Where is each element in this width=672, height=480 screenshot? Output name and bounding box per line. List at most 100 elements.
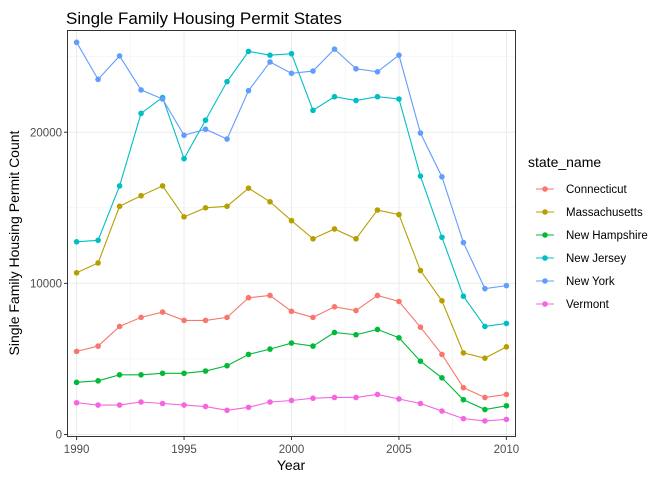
data-point-new-york bbox=[374, 69, 381, 75]
data-point-new-york bbox=[138, 87, 144, 93]
data-point-new-york bbox=[267, 59, 273, 65]
y-tick-label: 10000 bbox=[30, 278, 62, 290]
data-point-new-york bbox=[181, 132, 187, 139]
x-tick-label: 1990 bbox=[64, 444, 90, 456]
data-point-vermont bbox=[353, 394, 359, 401]
data-point-new-jersey bbox=[482, 323, 488, 330]
data-point-new-jersey bbox=[224, 78, 230, 85]
data-point-connecticut bbox=[159, 309, 166, 315]
data-point-new-jersey bbox=[331, 93, 338, 100]
data-point-massachusetts bbox=[288, 217, 295, 224]
legend-item-new-hampshire: New Hampshire bbox=[536, 230, 648, 242]
data-point-new-york bbox=[245, 87, 252, 94]
data-point-massachusetts bbox=[439, 297, 445, 304]
data-point-vermont bbox=[95, 402, 101, 408]
data-point-massachusetts bbox=[482, 355, 488, 361]
data-point-massachusetts bbox=[460, 350, 467, 356]
data-point-new-jersey bbox=[374, 93, 381, 100]
data-point-vermont bbox=[159, 400, 166, 407]
chart-title: Single Family Housing Permit States bbox=[66, 9, 342, 28]
data-point-connecticut bbox=[267, 292, 273, 299]
legend-item-new-jersey: New Jersey bbox=[536, 253, 626, 265]
legend-key-point bbox=[542, 186, 548, 192]
data-point-vermont bbox=[460, 415, 467, 422]
data-point-new-hampshire bbox=[310, 343, 316, 349]
data-point-new-york bbox=[159, 96, 166, 102]
data-point-connecticut bbox=[482, 394, 488, 401]
x-tick-label: 2005 bbox=[386, 444, 412, 456]
data-point-vermont bbox=[417, 400, 424, 407]
data-point-connecticut bbox=[331, 303, 338, 310]
data-point-new-jersey bbox=[267, 52, 273, 58]
data-point-connecticut bbox=[245, 294, 252, 301]
data-point-massachusetts bbox=[181, 214, 187, 220]
legend-item-connecticut: Connecticut bbox=[536, 184, 628, 196]
data-point-new-jersey bbox=[138, 110, 144, 117]
data-point-vermont bbox=[310, 395, 316, 402]
data-point-vermont bbox=[73, 399, 80, 406]
data-point-vermont bbox=[396, 396, 402, 402]
y-tick-label: 20000 bbox=[30, 127, 62, 139]
data-point-new-jersey bbox=[181, 155, 187, 162]
legend-key-point bbox=[542, 278, 548, 284]
data-point-vermont bbox=[482, 418, 488, 424]
data-point-connecticut bbox=[116, 323, 123, 330]
data-point-new-hampshire bbox=[95, 378, 101, 384]
data-point-connecticut bbox=[138, 314, 144, 321]
data-point-connecticut bbox=[224, 314, 230, 321]
legend-label: Connecticut bbox=[566, 184, 628, 196]
data-point-new-york bbox=[482, 285, 488, 292]
data-point-vermont bbox=[224, 407, 230, 414]
data-point-new-hampshire bbox=[116, 371, 123, 378]
data-point-massachusetts bbox=[159, 183, 166, 189]
data-point-new-hampshire bbox=[331, 329, 338, 336]
data-point-new-hampshire bbox=[159, 370, 166, 377]
legend-key-point bbox=[542, 232, 548, 238]
data-point-vermont bbox=[503, 416, 510, 423]
data-point-massachusetts bbox=[116, 203, 123, 210]
data-point-new-york bbox=[288, 70, 295, 77]
legend-label: New York bbox=[566, 276, 615, 288]
data-point-massachusetts bbox=[138, 192, 144, 199]
legend-item-vermont: Vermont bbox=[536, 299, 610, 311]
data-point-vermont bbox=[181, 402, 187, 408]
data-point-new-jersey bbox=[116, 183, 123, 189]
data-point-new-york bbox=[310, 68, 316, 74]
legend-label: Massachusetts bbox=[566, 207, 643, 219]
data-point-new-jersey bbox=[245, 48, 252, 55]
data-point-connecticut bbox=[439, 351, 445, 358]
data-point-new-jersey bbox=[439, 234, 445, 241]
data-point-connecticut bbox=[460, 384, 467, 391]
data-point-new-hampshire bbox=[417, 358, 424, 364]
x-axis-title: Year bbox=[277, 457, 306, 473]
data-point-massachusetts bbox=[417, 267, 424, 274]
data-point-new-hampshire bbox=[138, 371, 144, 378]
data-point-massachusetts bbox=[245, 185, 252, 191]
data-point-new-york bbox=[331, 46, 338, 52]
data-point-new-hampshire bbox=[267, 346, 273, 352]
data-point-massachusetts bbox=[202, 205, 209, 211]
legend-key-point bbox=[542, 255, 548, 261]
data-point-new-jersey bbox=[417, 173, 424, 179]
data-point-vermont bbox=[439, 408, 445, 414]
data-point-vermont bbox=[374, 391, 381, 398]
data-point-vermont bbox=[288, 397, 295, 404]
data-point-vermont bbox=[116, 402, 123, 408]
data-point-new-hampshire bbox=[482, 406, 488, 413]
data-point-connecticut bbox=[353, 307, 359, 314]
data-point-vermont bbox=[202, 403, 209, 410]
data-point-massachusetts bbox=[310, 235, 316, 242]
data-point-new-york bbox=[353, 65, 359, 72]
x-tick-label: 2000 bbox=[279, 444, 305, 456]
x-tick-label: 2010 bbox=[494, 444, 520, 456]
data-point-new-hampshire bbox=[353, 331, 359, 338]
data-point-new-jersey bbox=[460, 293, 467, 300]
data-point-new-york bbox=[202, 126, 209, 133]
data-point-new-york bbox=[396, 52, 402, 58]
data-point-connecticut bbox=[374, 292, 381, 299]
legend-label: New Jersey bbox=[566, 253, 626, 265]
data-point-vermont bbox=[138, 399, 144, 405]
legend: state_name Connecticut Massachusetts New H… bbox=[528, 154, 648, 311]
legend-item-new-york: New York bbox=[536, 276, 615, 288]
data-point-new-jersey bbox=[288, 50, 295, 57]
